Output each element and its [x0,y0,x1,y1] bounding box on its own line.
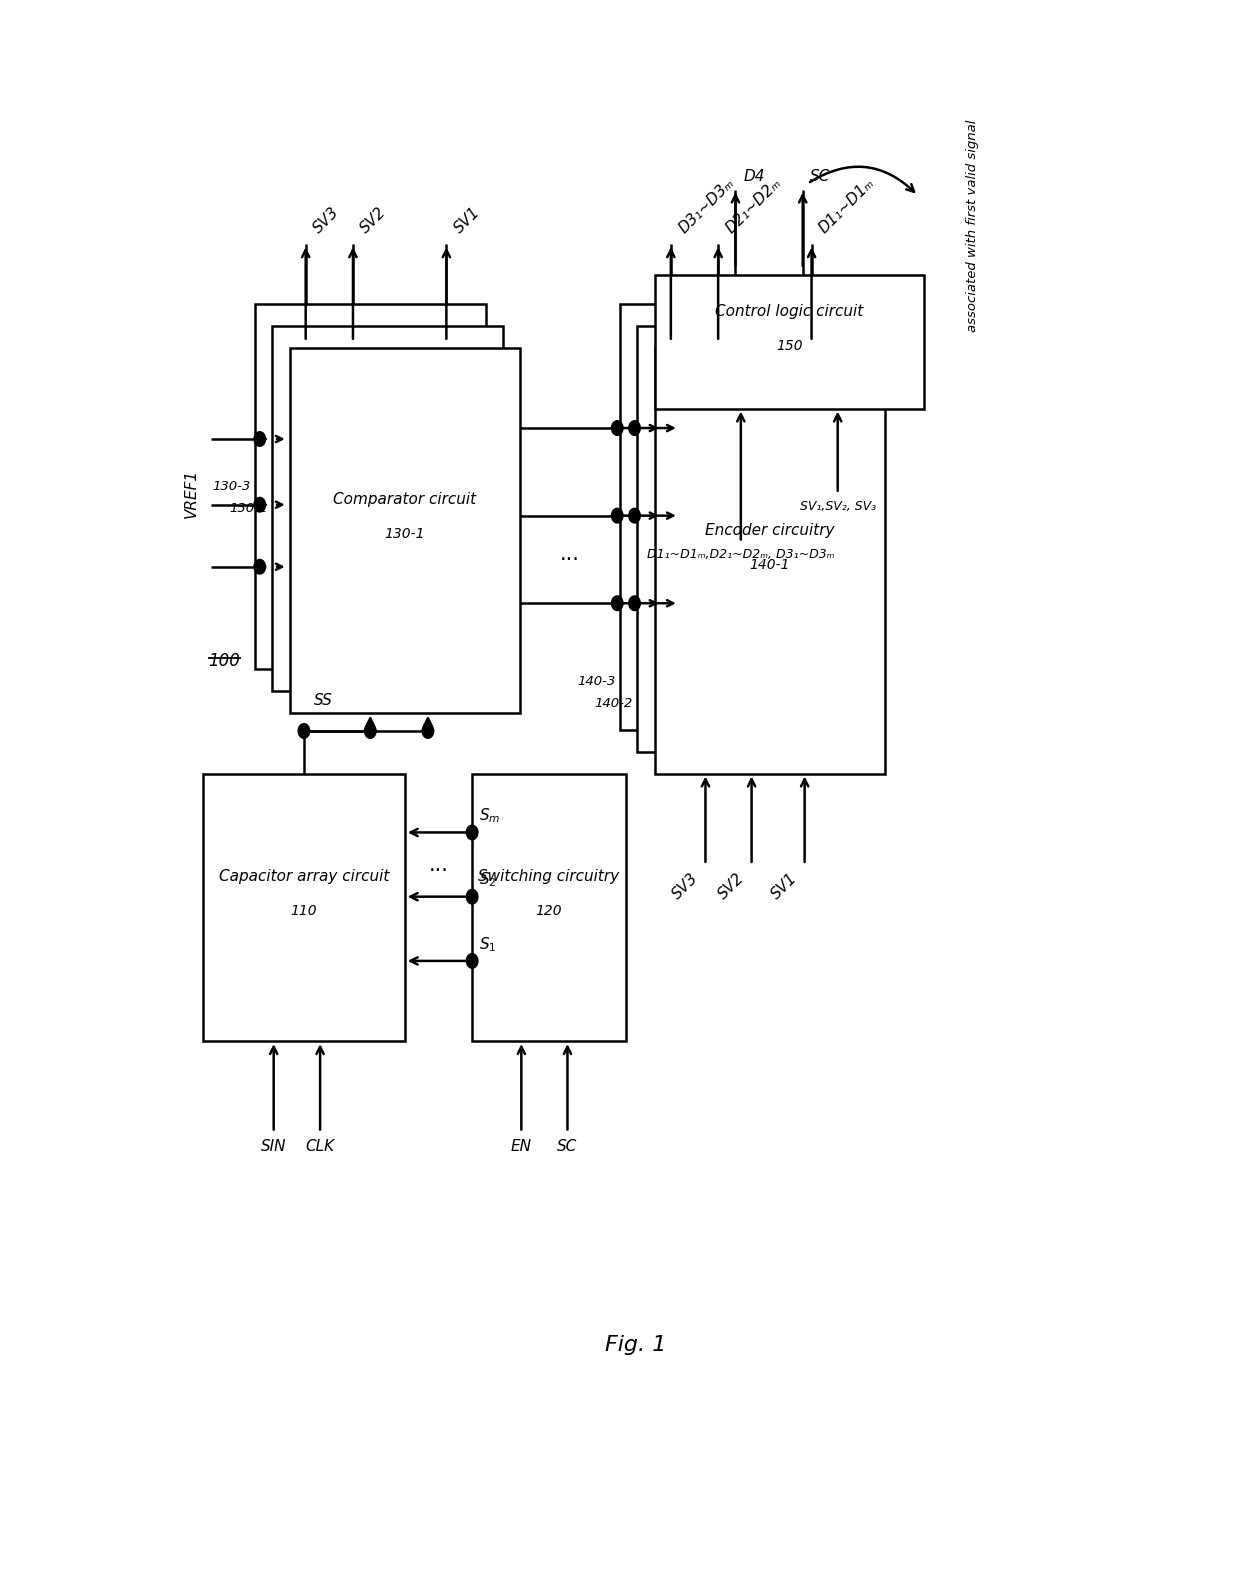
Text: D3₁~D3ₘ: D3₁~D3ₘ [676,175,737,235]
Text: ...: ... [429,855,449,875]
Bar [472,774,626,1041]
Circle shape [298,724,310,738]
Circle shape [422,724,434,738]
Text: 130-3: 130-3 [212,480,250,493]
Circle shape [365,724,376,738]
Text: 150: 150 [776,338,802,352]
Bar [203,774,404,1041]
Text: SV3: SV3 [310,204,342,235]
Text: Comparator circuit: Comparator circuit [334,493,476,507]
Bar [655,275,924,409]
Text: 130-2: 130-2 [229,502,268,515]
Circle shape [254,498,265,512]
Text: D4: D4 [743,169,765,183]
Text: EN: EN [511,1139,532,1153]
Text: Switching circuitry: Switching circuitry [479,869,620,885]
Text: SV2: SV2 [358,204,389,235]
Text: SS: SS [314,694,332,708]
Text: D1₁~D1ₘ: D1₁~D1ₘ [816,175,878,235]
Text: SC: SC [557,1139,578,1153]
Circle shape [629,509,640,523]
Text: ...: ... [560,544,580,564]
Text: D1₁~D1ₘ,D2₁~D2ₘ, D3₁~D3ₘ: D1₁~D1ₘ,D2₁~D2ₘ, D3₁~D3ₘ [647,548,835,561]
Circle shape [466,890,477,904]
Text: Encoder circuitry: Encoder circuitry [706,523,835,537]
Bar [655,348,885,774]
Circle shape [254,431,265,446]
Bar [273,325,503,690]
Text: 110: 110 [290,904,317,918]
Circle shape [629,420,640,436]
Text: SV1: SV1 [769,871,800,902]
Text: $S_2$: $S_2$ [479,871,496,890]
Circle shape [629,596,640,610]
Text: associated with first valid signal: associated with first valid signal [966,120,980,332]
Text: D2₁~D2ₘ: D2₁~D2ₘ [723,175,784,235]
Text: $S_m$: $S_m$ [479,806,500,825]
Text: CLK: CLK [305,1139,335,1153]
Text: 140-1: 140-1 [750,558,790,572]
Text: 120: 120 [536,904,562,918]
Circle shape [254,559,265,574]
Circle shape [466,954,477,969]
Text: SV3: SV3 [670,871,701,902]
Text: SV₁,SV₂, SV₃: SV₁,SV₂, SV₃ [800,499,875,514]
Text: SC: SC [811,169,831,183]
Circle shape [611,420,622,436]
Text: 130-1: 130-1 [384,528,425,542]
Text: Capacitor array circuit: Capacitor array circuit [218,869,389,885]
Bar [255,303,486,668]
Text: Fig. 1: Fig. 1 [605,1335,666,1356]
Circle shape [611,596,622,610]
Circle shape [611,509,622,523]
Text: $S_1$: $S_1$ [479,935,496,954]
Text: SIN: SIN [260,1139,286,1153]
Text: SV2: SV2 [715,871,746,902]
Bar [637,325,868,752]
Text: 140-2: 140-2 [594,697,632,709]
Text: VREF1: VREF1 [184,469,198,518]
Bar [290,348,521,713]
Text: SV1: SV1 [451,204,482,235]
Text: 140-3: 140-3 [577,675,615,687]
Bar [620,303,851,730]
Text: 100: 100 [208,653,239,670]
Circle shape [466,825,477,839]
Text: Control logic circuit: Control logic circuit [715,303,863,319]
